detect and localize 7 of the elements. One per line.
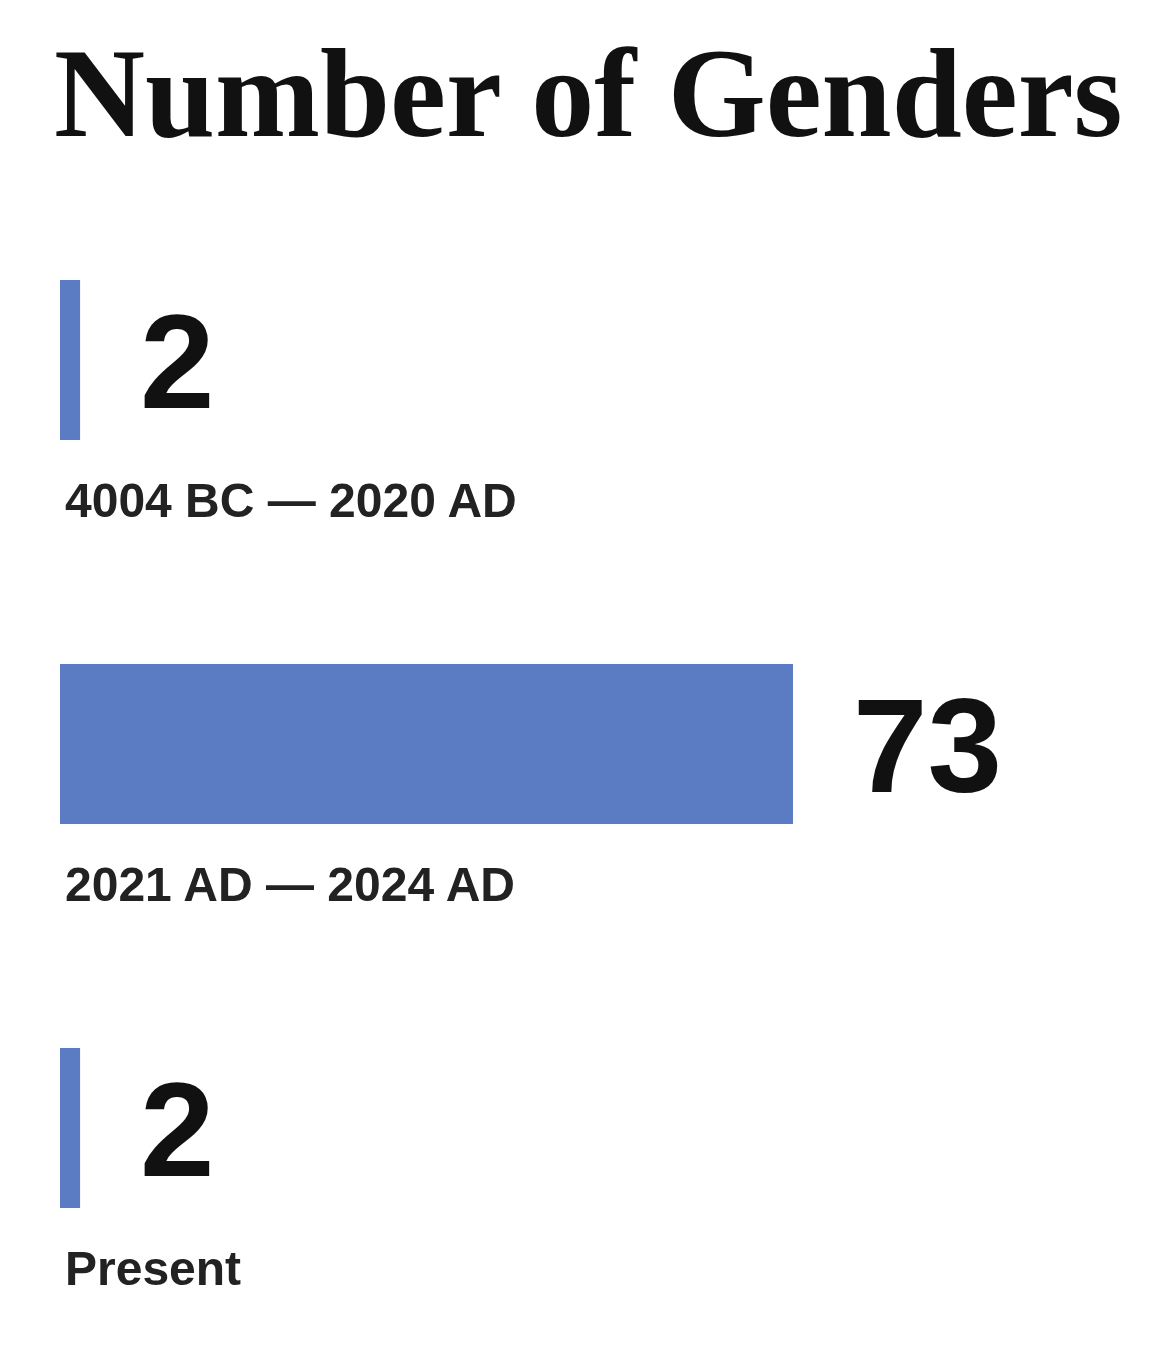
data-label: 2 bbox=[140, 287, 215, 436]
data-label: 2 bbox=[140, 1055, 215, 1204]
chart-title: Number of Genders bbox=[54, 24, 1123, 163]
y-tick-label: 4004 BC — 2020 AD bbox=[65, 474, 517, 527]
data-label: 73 bbox=[853, 671, 1003, 820]
y-tick-label: Present bbox=[65, 1242, 242, 1295]
y-tick-label: 2021 AD — 2024 AD bbox=[65, 858, 515, 911]
